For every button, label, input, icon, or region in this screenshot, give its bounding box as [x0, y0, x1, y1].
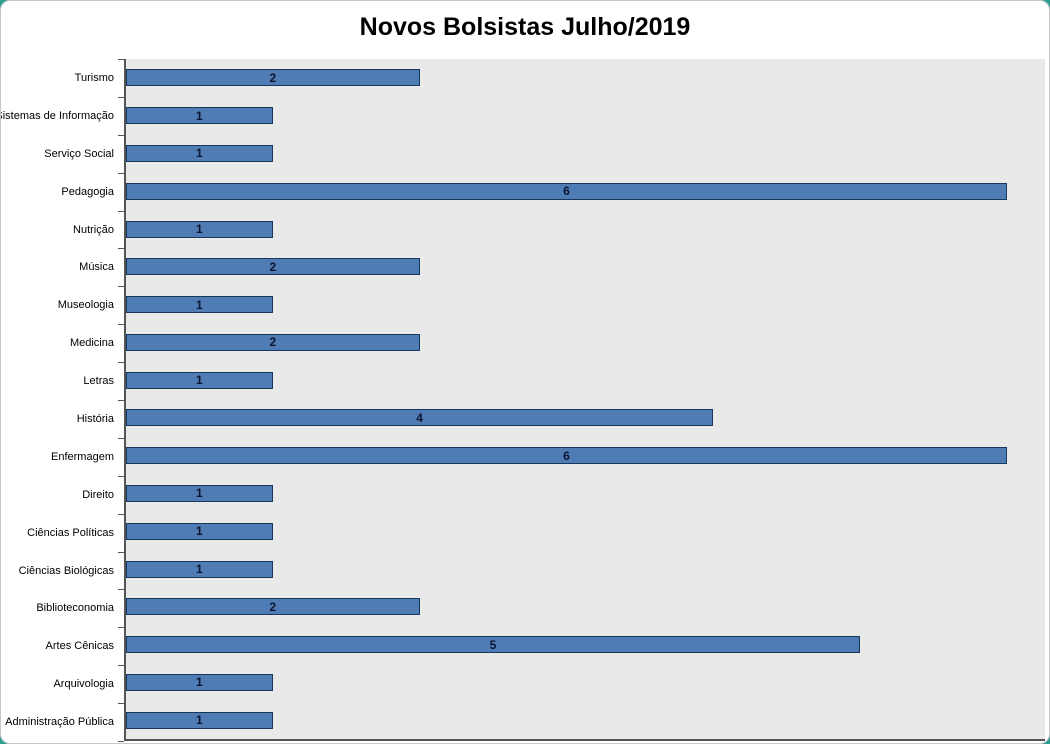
value-label: 1 — [196, 675, 203, 690]
tick-mark — [118, 476, 124, 477]
bar: 2 — [126, 333, 420, 351]
chart-row: 1 — [126, 512, 1045, 550]
value-label: 2 — [269, 259, 277, 274]
category-label: Sistemas de Informação — [0, 109, 114, 122]
bar: 1 — [126, 144, 273, 162]
tick-mark — [118, 400, 124, 401]
bar: 1 — [126, 673, 273, 691]
chart-row: 4 — [126, 399, 1045, 437]
tick-mark — [118, 589, 124, 590]
chart-row: 2 — [126, 59, 1045, 97]
tick-mark — [118, 665, 124, 666]
value-label: 1 — [196, 373, 203, 388]
chart-row: 5 — [126, 626, 1045, 664]
tick-mark — [118, 97, 124, 98]
chart-row: 1 — [126, 97, 1045, 135]
chart-row: 1 — [126, 475, 1045, 513]
value-label: 6 — [563, 184, 570, 199]
bar: 1 — [126, 522, 273, 540]
category-axis: Turismo Sistemas de Informação Serviço Soc… — [1, 59, 119, 741]
chart-row: 1 — [126, 361, 1045, 399]
bar: 1 — [126, 484, 273, 502]
tick-mark — [118, 173, 124, 174]
category-label: Artes Cênicas — [45, 640, 114, 653]
value-label: 1 — [196, 562, 203, 577]
tick-mark — [118, 438, 124, 439]
bar: 6 — [126, 447, 1007, 465]
value-label: 2 — [269, 70, 277, 85]
category-label: Turismo — [74, 71, 114, 84]
chart-row: 6 — [126, 437, 1045, 475]
category-label: Nutrição — [73, 223, 114, 236]
category-label: Ciências Biológicas — [18, 564, 114, 577]
category-label: Direito — [82, 488, 114, 501]
chart-row: 1 — [126, 286, 1045, 324]
bar: 2 — [126, 598, 420, 616]
value-label: 1 — [196, 108, 203, 123]
bar: 6 — [126, 182, 1007, 200]
value-label: 2 — [269, 335, 277, 350]
bar: 1 — [126, 107, 273, 125]
category-label: Museologia — [57, 299, 114, 312]
tick-mark — [118, 703, 124, 704]
value-label: 1 — [196, 713, 203, 728]
chart-row: 2 — [126, 248, 1045, 286]
category-label: Música — [79, 261, 114, 274]
value-label: 1 — [196, 524, 203, 539]
tick-mark — [118, 514, 124, 515]
bar: 1 — [126, 711, 273, 729]
tick-mark — [118, 362, 124, 363]
category-label: Serviço Social — [44, 147, 114, 160]
tick-mark — [118, 211, 124, 212]
tick-mark — [118, 248, 124, 249]
category-label: Letras — [83, 375, 114, 388]
category-label: Arquivologia — [53, 678, 114, 691]
tick-mark — [118, 741, 124, 742]
value-label: 1 — [196, 146, 203, 161]
bar: 1 — [126, 296, 273, 314]
tick-mark — [118, 627, 124, 628]
value-label: 1 — [196, 222, 203, 237]
bar: 2 — [126, 69, 420, 87]
category-label: História — [76, 412, 114, 425]
tick-mark — [118, 59, 124, 60]
bar: 1 — [126, 560, 273, 578]
value-label: 1 — [196, 486, 203, 501]
tick-mark — [118, 286, 124, 287]
tick-mark — [118, 324, 124, 325]
category-label: Medicina — [69, 337, 114, 350]
value-label: 4 — [416, 410, 423, 425]
value-label: 5 — [489, 637, 497, 652]
chart-title: Novos Bolsistas Julho/2019 — [359, 13, 691, 41]
category-label: Enfermagem — [51, 450, 114, 463]
category-label: Biblioteconomia — [36, 602, 114, 615]
chart-row: 2 — [126, 588, 1045, 626]
tick-mark — [118, 135, 124, 136]
chart-row: 1 — [126, 550, 1045, 588]
chart-row: 1 — [126, 701, 1045, 739]
chart-row: 2 — [126, 323, 1045, 361]
value-label: 1 — [196, 297, 203, 312]
bar: 4 — [126, 409, 714, 427]
category-label: Ciências Políticas — [27, 526, 114, 539]
category-label: Pedagogia — [61, 185, 114, 198]
axis-tick-marks — [118, 59, 124, 742]
chart-row: 1 — [126, 664, 1045, 702]
chart-row: 1 — [126, 135, 1045, 173]
bar: 5 — [126, 636, 860, 654]
chart-row: 1 — [126, 210, 1045, 248]
tick-mark — [118, 552, 124, 553]
bar: 1 — [126, 371, 273, 389]
bar: 2 — [126, 258, 420, 276]
value-label: 2 — [269, 599, 277, 614]
value-label: 6 — [563, 448, 570, 463]
bar: 1 — [126, 220, 273, 238]
category-label: Administração Pública — [5, 716, 114, 729]
chart-row: 6 — [126, 172, 1045, 210]
